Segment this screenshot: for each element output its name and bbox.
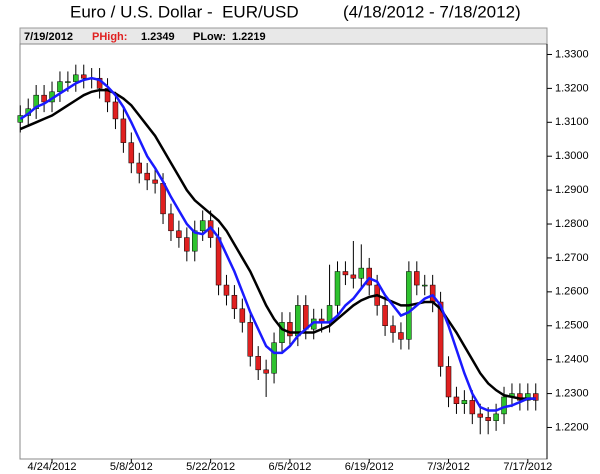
candle-body xyxy=(231,294,238,310)
y-tick-label: 1.2400 xyxy=(555,354,589,366)
candle-body xyxy=(461,400,468,404)
candle-body xyxy=(398,332,404,340)
moving-average xyxy=(19,76,536,412)
candle-body xyxy=(144,172,150,181)
info-high: 1.2349 xyxy=(141,31,175,43)
y-tick-label: 1.2200 xyxy=(555,421,589,433)
candle-body xyxy=(136,162,142,174)
candle-body xyxy=(366,267,372,286)
candle-body xyxy=(303,305,309,330)
y-tick-label: 1.3100 xyxy=(555,116,589,128)
candle-body xyxy=(525,393,531,401)
x-tick-label: 4/24/2012 xyxy=(28,461,77,473)
candle-body xyxy=(453,396,460,404)
candle-body xyxy=(445,366,452,398)
candle-body xyxy=(223,284,230,296)
candle-body xyxy=(279,322,285,343)
candle-body xyxy=(215,237,222,286)
candle-body xyxy=(350,274,357,279)
y-tick-label: 1.2900 xyxy=(555,184,589,196)
candle-body xyxy=(287,322,293,337)
candle-body xyxy=(358,267,365,279)
candle-body xyxy=(485,417,491,421)
x-tick-label: 6/19/2012 xyxy=(345,461,394,473)
candle-body xyxy=(184,237,190,252)
x-tick-label: 6/5/2012 xyxy=(269,461,312,473)
candle-body xyxy=(334,271,341,306)
candle-body xyxy=(128,142,135,164)
date-range: (4/18/2012 - 7/18/2012) xyxy=(343,2,521,21)
candle-body xyxy=(469,400,476,415)
x-tick-label: 5/22/2012 xyxy=(186,461,235,473)
info-date: 7/19/2012 xyxy=(24,31,73,43)
candle-body xyxy=(80,74,87,79)
candle-body xyxy=(239,308,246,323)
candle-body xyxy=(65,81,71,83)
candle-body xyxy=(33,94,39,109)
candle-body xyxy=(112,101,119,120)
candle-body xyxy=(421,284,428,287)
candle-body xyxy=(199,220,206,232)
candle-body xyxy=(414,271,420,286)
y-tick-label: 1.3200 xyxy=(555,82,589,94)
candle-body xyxy=(247,322,254,357)
chart-title: Euro / U.S. Dollar - EUR/USD xyxy=(70,2,299,21)
info-high-label: PHigh: xyxy=(92,31,127,43)
candle-body xyxy=(176,230,182,238)
candle-body xyxy=(533,393,539,401)
candle-body xyxy=(73,74,79,82)
y-tick-label: 1.3300 xyxy=(555,48,589,60)
moving-average xyxy=(19,88,536,400)
candle-body xyxy=(263,369,269,374)
y-tick-label: 1.3000 xyxy=(555,150,589,162)
plot-frame xyxy=(19,43,548,460)
candle-body xyxy=(501,396,507,415)
y-tick-label: 1.2700 xyxy=(555,252,589,264)
candle-body xyxy=(255,356,261,371)
x-tick-label: 7/17/2012 xyxy=(503,461,552,473)
info-low-label: PLow: xyxy=(193,31,226,43)
y-tick-label: 1.2300 xyxy=(555,387,589,399)
x-tick-label: 5/8/2012 xyxy=(110,461,153,473)
candle-body xyxy=(390,325,396,333)
candle-body xyxy=(437,301,444,367)
candle-body xyxy=(57,81,63,93)
x-tick-label: 7/3/2012 xyxy=(427,461,470,473)
candle-body xyxy=(477,413,483,418)
y-tick-label: 1.2500 xyxy=(555,320,589,332)
candle-body xyxy=(342,271,349,276)
candle-body xyxy=(168,213,174,232)
candle-body xyxy=(152,179,158,184)
candle-body xyxy=(382,305,388,327)
y-tick-label: 1.2800 xyxy=(555,218,589,230)
y-tick-label: 1.2600 xyxy=(555,286,589,298)
candle-body xyxy=(271,342,277,374)
candle-body xyxy=(41,94,47,103)
info-low: 1.2219 xyxy=(232,31,266,43)
candle-body xyxy=(493,413,499,421)
candle-body xyxy=(120,118,127,143)
candle-body xyxy=(160,183,166,215)
